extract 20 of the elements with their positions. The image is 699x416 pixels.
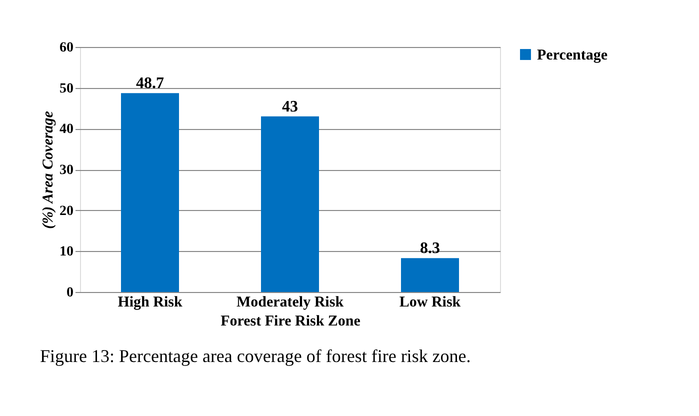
- bar: [121, 93, 179, 292]
- bar: [261, 116, 319, 292]
- x-axis-title: Forest Fire Risk Zone: [220, 314, 361, 330]
- y-tick-label: 40: [60, 122, 74, 138]
- y-tick-label: 0: [66, 286, 74, 300]
- caption: Figure 13: Percentage area coverage of forest fire risk zone.: [40, 346, 471, 366]
- x-tick-label: High Risk: [118, 294, 183, 310]
- y-tick-label: 60: [60, 40, 74, 56]
- y-tick-label: 10: [60, 244, 74, 260]
- y-axis-title: (%) Area Coverage: [40, 110, 56, 229]
- legend-label: Percentage: [537, 48, 608, 64]
- x-tick-label: Low Risk: [399, 294, 462, 310]
- y-tick-label: 50: [60, 81, 74, 96]
- y-tick-label: 30: [60, 163, 74, 178]
- y-tick-label: 20: [60, 204, 74, 219]
- x-tick-label: Moderately Risk: [236, 294, 344, 310]
- data-label: 43: [282, 98, 298, 116]
- bar: [401, 258, 459, 292]
- data-label: 48.7: [136, 75, 164, 92]
- data-label: 8.3: [420, 240, 440, 258]
